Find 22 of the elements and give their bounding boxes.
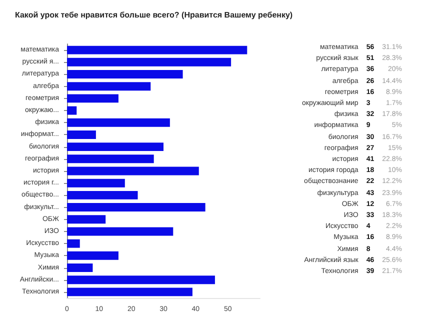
bar (67, 190, 138, 200)
bar (67, 215, 106, 224)
bar (67, 227, 174, 236)
bar (67, 46, 248, 54)
chart-title: Какой урок тебе нравится больше всего? (Нравится Вашему ребенку) (15, 10, 293, 20)
bar (67, 58, 232, 66)
bar (67, 288, 192, 296)
bar (67, 166, 199, 176)
bar (67, 82, 151, 91)
bar (67, 142, 164, 152)
bar (67, 251, 118, 260)
bar (67, 130, 96, 139)
bar (67, 239, 80, 248)
bar (67, 178, 125, 188)
bar (67, 94, 118, 103)
bar (67, 70, 183, 78)
bar (67, 154, 154, 164)
bar (67, 106, 77, 115)
bar (67, 118, 170, 127)
bar (67, 203, 206, 212)
bar (67, 264, 93, 272)
bar (67, 276, 215, 284)
